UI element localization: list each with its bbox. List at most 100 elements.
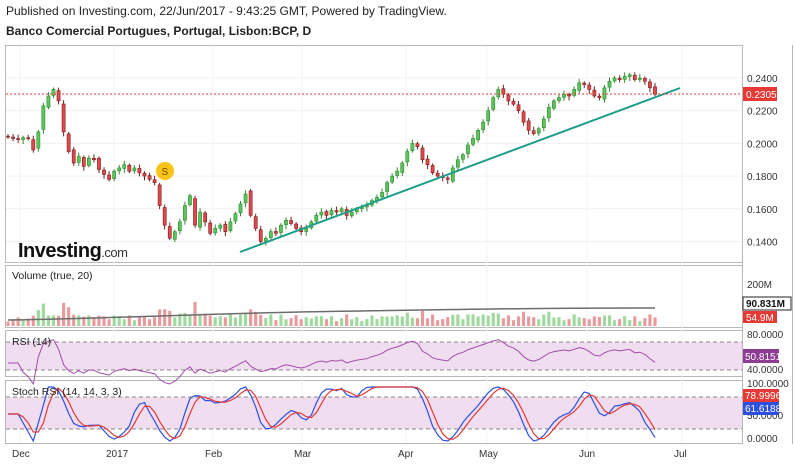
volume-bar bbox=[491, 312, 495, 326]
axis-tick-labels: 0.2400 0.2200 0.2000 0.1800 0.1600 0.1400 Dec 2… bbox=[12, 74, 789, 460]
volume-bar bbox=[446, 317, 450, 326]
split-marker[interactable] bbox=[156, 162, 174, 180]
volume-bar bbox=[612, 320, 617, 326]
volume-bar bbox=[436, 320, 440, 326]
candle-body bbox=[21, 137, 26, 140]
stoch-k-tag bbox=[743, 389, 779, 402]
candle-body bbox=[405, 151, 410, 163]
volume-bar bbox=[355, 317, 359, 326]
volume-bar bbox=[638, 321, 642, 326]
volume-bar bbox=[218, 316, 222, 326]
candle-body bbox=[582, 82, 587, 85]
volume-bar bbox=[420, 310, 425, 326]
candle-body bbox=[46, 95, 51, 108]
stoch-k-line bbox=[8, 386, 656, 443]
volume-bar bbox=[92, 317, 96, 326]
candle-body bbox=[380, 192, 384, 198]
stoch-tick-label: 100.0000 bbox=[747, 379, 789, 390]
candle-body bbox=[390, 175, 395, 183]
candle-body bbox=[506, 94, 511, 102]
candle-body bbox=[602, 87, 607, 100]
candle-body bbox=[400, 162, 405, 173]
candle-body bbox=[445, 177, 450, 180]
candle-body bbox=[97, 157, 101, 170]
candle-body bbox=[450, 167, 455, 182]
volume-bar bbox=[334, 321, 339, 326]
volume-bar bbox=[112, 315, 116, 326]
volume-bar bbox=[11, 319, 15, 326]
published-note: Published on Investing.com, 22/Jun/2017 … bbox=[6, 4, 447, 18]
candle-body bbox=[617, 77, 622, 80]
candle-body bbox=[536, 128, 541, 134]
candle-body bbox=[228, 221, 233, 232]
candle-body bbox=[324, 211, 329, 216]
volume-bar bbox=[415, 318, 419, 326]
candle-body bbox=[208, 222, 213, 234]
candle-body bbox=[294, 223, 298, 229]
volume-bar bbox=[274, 320, 278, 326]
x-tick-label: May bbox=[479, 449, 498, 460]
volume-bar bbox=[592, 316, 596, 326]
stoch-d-tag bbox=[743, 402, 779, 415]
volume-bar bbox=[153, 317, 157, 326]
volume-bar bbox=[51, 315, 56, 326]
candle-body bbox=[521, 111, 526, 123]
volume-bar bbox=[319, 316, 323, 326]
candle-body bbox=[142, 172, 147, 177]
volume-bar bbox=[511, 320, 516, 326]
candle-body bbox=[31, 139, 36, 151]
candle-body bbox=[258, 229, 263, 242]
candle-body bbox=[607, 80, 612, 88]
candle-body bbox=[456, 159, 460, 168]
candle-body bbox=[420, 147, 425, 161]
candle-body bbox=[643, 78, 647, 82]
candle-body bbox=[51, 89, 56, 96]
candle-body bbox=[435, 172, 440, 177]
volume-bar bbox=[279, 314, 283, 326]
candle-body bbox=[107, 174, 111, 180]
candle-body bbox=[385, 182, 389, 192]
volume-bar bbox=[441, 319, 445, 326]
volume-bar bbox=[633, 316, 637, 326]
candle-body bbox=[339, 208, 344, 213]
candle-body bbox=[541, 118, 546, 129]
candle-body bbox=[263, 237, 268, 242]
volume-bar bbox=[87, 315, 91, 326]
candle-body bbox=[36, 131, 41, 149]
volume-bar bbox=[264, 318, 268, 326]
candle-body bbox=[279, 224, 283, 233]
volume-bar bbox=[628, 320, 632, 326]
volume-bar bbox=[542, 314, 546, 326]
volume-bar bbox=[213, 317, 217, 326]
volume-bar bbox=[289, 318, 293, 326]
stoch-pane-label: Stoch RSI (14, 14, 3, 3) bbox=[12, 386, 122, 398]
candle-body bbox=[486, 110, 491, 122]
y-tick-label: 0.1800 bbox=[747, 172, 778, 183]
candle-body bbox=[193, 198, 197, 226]
volume-bar bbox=[425, 318, 430, 326]
candle-body bbox=[41, 105, 46, 130]
candle-body bbox=[289, 220, 293, 224]
volume-bar bbox=[294, 315, 298, 326]
candle-body bbox=[653, 86, 657, 95]
candle-body bbox=[622, 76, 627, 80]
candle-body bbox=[587, 84, 592, 90]
volume-bar bbox=[178, 313, 182, 326]
candle-body bbox=[248, 190, 253, 216]
volume-bar bbox=[602, 315, 607, 326]
rsi-pane-label: RSI (14) bbox=[12, 336, 51, 348]
volume-bar bbox=[496, 313, 500, 326]
volume-bar bbox=[254, 311, 258, 326]
volume-bar bbox=[67, 307, 71, 326]
volume-bar bbox=[522, 311, 526, 326]
candle-body bbox=[223, 223, 228, 232]
y-tick-label: 0.2000 bbox=[747, 139, 778, 150]
candle-body bbox=[632, 74, 637, 80]
y-tick-label: 0.2200 bbox=[747, 107, 778, 118]
volume-second-tag bbox=[743, 311, 777, 323]
rsi-line bbox=[8, 339, 656, 386]
volume-bar bbox=[577, 317, 581, 326]
volume-bar bbox=[350, 319, 354, 326]
candle-body bbox=[66, 133, 71, 152]
